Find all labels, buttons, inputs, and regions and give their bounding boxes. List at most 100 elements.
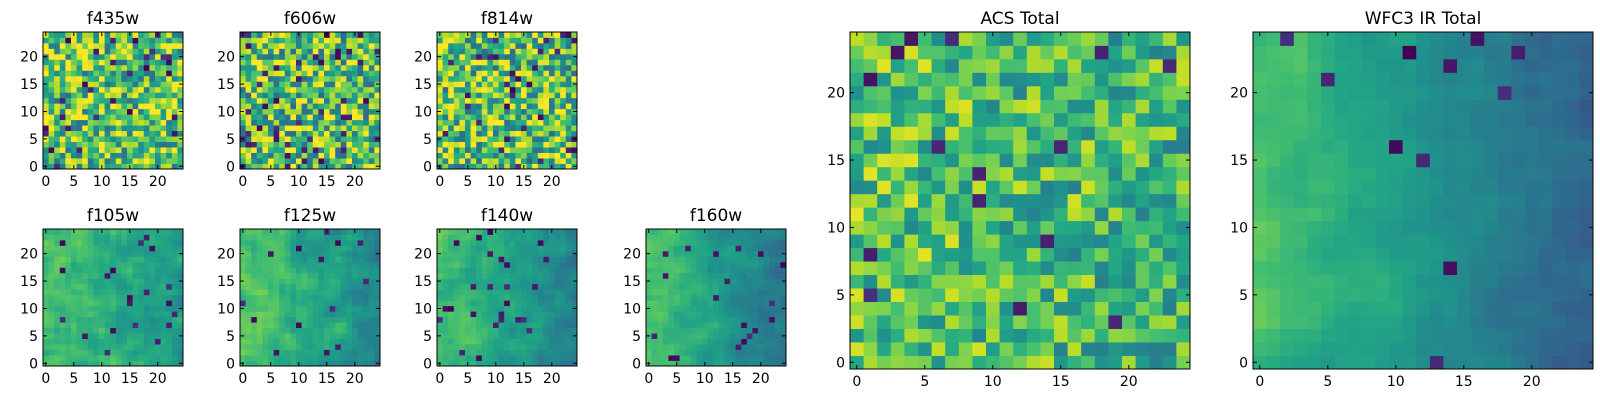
heatmap-cell [481,163,488,170]
heatmap-cell [284,42,291,49]
heatmap-cell [262,59,269,66]
heatmap-cell [752,344,759,350]
heatmap-cell [82,163,89,170]
heatmap-cell [104,59,111,66]
heatmap-cell [363,42,370,49]
heatmap-cell [487,75,494,82]
heatmap-cell [543,316,550,323]
heatmap-cell [863,328,878,343]
heatmap-cell [155,289,161,296]
heatmap-cell [346,103,353,110]
heatmap-cell [65,59,72,66]
heatmap-cell [256,294,263,301]
heatmap-cell [752,338,759,345]
heatmap-cell [127,114,133,121]
y-tick-label: 20 [414,50,432,66]
heatmap-cell [127,48,133,55]
heatmap-cell [565,130,572,137]
heatmap-cell [532,64,539,71]
heatmap-cell [702,283,708,290]
heatmap-cell [335,234,342,241]
heatmap-cell [318,53,325,60]
heatmap-cell [290,229,297,235]
heatmap-cell [279,229,286,235]
heatmap-cell [329,53,336,60]
heatmap-cell [437,86,443,93]
heatmap-cell [481,360,488,367]
heatmap-cell [526,37,533,44]
heatmap-cell [324,97,330,104]
heatmap-cell [171,250,178,257]
heatmap-cell [453,360,460,367]
heatmap-cell [493,103,499,110]
heatmap-cell [470,305,477,312]
heatmap-cell [453,344,460,350]
heatmap-cell [651,261,658,268]
heatmap-cell [171,92,178,99]
heatmap-cell [437,114,443,121]
heatmap-cell [76,344,83,350]
heatmap-cell [307,355,314,361]
heatmap-cell [346,300,353,307]
heatmap-cell [121,81,128,88]
heatmap-cell [543,37,550,44]
heatmap-cell [646,272,652,279]
heatmap-cell [679,239,686,246]
heatmap-cell [262,64,269,71]
heatmap-cell [890,166,905,181]
heatmap-cell [76,234,83,241]
heatmap-cell [155,322,161,329]
heatmap-cell [312,42,319,49]
heatmap-cell [273,119,280,126]
heatmap-cell [329,48,336,55]
heatmap-cell [368,32,375,38]
heatmap-cell [746,234,753,241]
heatmap-cell [560,349,567,356]
heatmap-cell [245,70,252,77]
heatmap-cell [93,355,100,361]
heatmap-cell [368,272,375,279]
heatmap-cell [537,289,544,296]
heatmap-cell [515,125,522,132]
heatmap-cell [1040,328,1055,343]
heatmap-cell [481,86,488,93]
heatmap-cell [374,267,381,274]
heatmap-cell [674,355,680,361]
heatmap-cell [357,86,364,93]
heatmap-cell [1067,274,1082,289]
heatmap-cell [780,229,787,235]
heatmap-cell [262,338,269,345]
heatmap-cell [256,250,263,257]
heatmap-cell [702,338,708,345]
heatmap-cell [115,355,122,361]
heatmap-cell [571,272,578,279]
heatmap-cell [549,294,555,301]
heatmap-cell [149,327,156,334]
heatmap-cell [121,119,128,126]
heatmap-cell [476,130,483,137]
heatmap-cell [368,136,375,142]
heatmap-cell [850,261,864,276]
heatmap-cell [1013,274,1028,289]
heatmap-cell [256,300,263,307]
heatmap-cell [470,64,477,71]
heatmap-cell [307,272,314,279]
heatmap-cell [526,333,533,339]
heatmap-cell [945,315,960,329]
heatmap-cell [312,234,319,241]
heatmap-cell [43,70,49,77]
heatmap-cell [363,158,370,164]
heatmap-cell [651,267,658,274]
heatmap-cell [741,272,748,279]
heatmap-cell [363,163,370,170]
heatmap-cell [301,250,308,257]
heatmap-cell [93,163,100,170]
heatmap-cell [245,37,252,44]
heatmap-cell [504,300,511,307]
heatmap-cell [65,53,72,60]
heatmap-cell [329,305,336,312]
heatmap-cell [54,261,61,268]
heatmap-cell [301,278,308,285]
heatmap-cell [54,250,61,257]
heatmap-cell [999,207,1014,222]
